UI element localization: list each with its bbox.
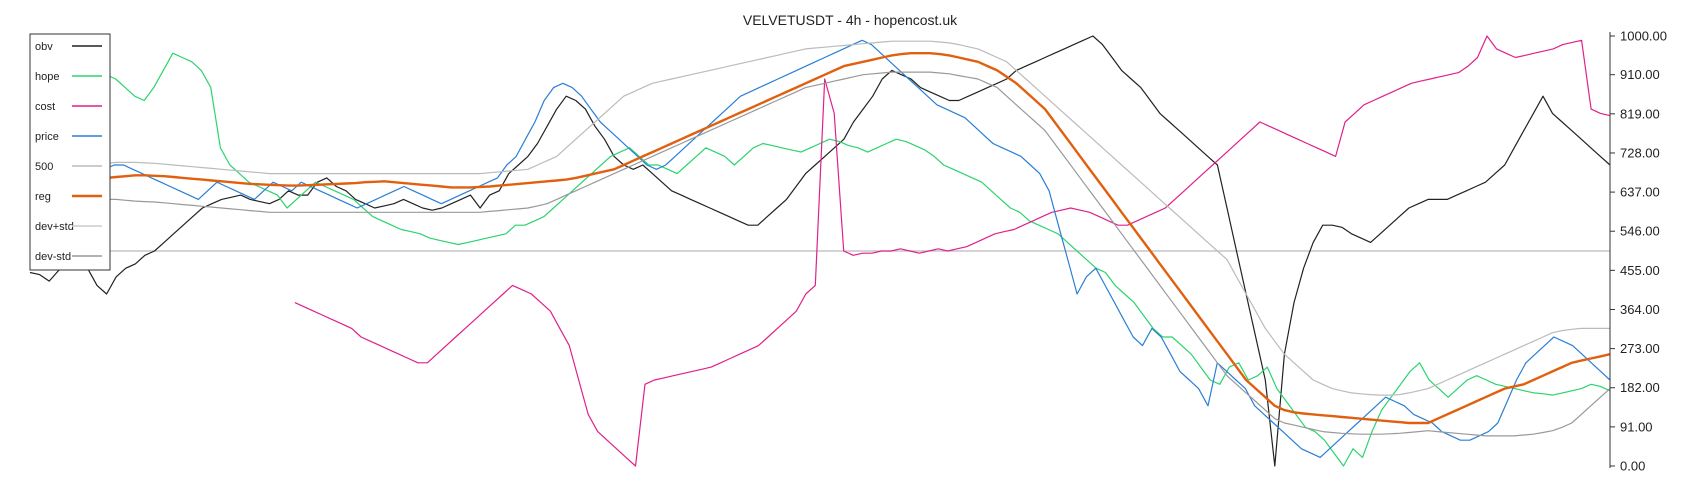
- legend-label: dev-std: [35, 251, 71, 263]
- series-line-cost: [294, 35, 1611, 467]
- y-tick-label: 91.00: [1620, 419, 1653, 434]
- legend-box: [29, 33, 111, 271]
- legend-label: 500: [35, 161, 53, 173]
- plot-area: [29, 35, 1611, 467]
- y-tick-label: 0.00: [1620, 459, 1645, 474]
- series-line-dev-std: [30, 71, 1611, 437]
- legend-label: hope: [35, 71, 59, 83]
- legend-label: cost: [35, 101, 55, 113]
- y-tick-label: 910.00: [1620, 67, 1660, 82]
- series-line-dev-std: [30, 40, 1610, 396]
- y-tick-label: 728.00: [1620, 145, 1660, 160]
- series-line-hope: [29, 52, 1611, 467]
- legend-label: reg: [35, 191, 51, 203]
- y-tick-label: 1000.00: [1620, 29, 1667, 44]
- y-tick-label: 273.00: [1620, 341, 1660, 356]
- chart-title: VELVETUSDT - 4h - hopencost.uk: [743, 12, 958, 28]
- legend-label: obv: [35, 41, 53, 53]
- y-tick-label: 637.00: [1620, 185, 1660, 200]
- y-tick-label: 182.00: [1620, 380, 1660, 395]
- y-axis: 1000.00 910.00 819.00 728.00 637.00 546.00 455…: [1609, 29, 1667, 474]
- legend-label: price: [35, 131, 59, 143]
- series-line-reg: [29, 52, 1611, 425]
- legend: obv hope cost price 500 reg dev+std dev-std: [29, 33, 111, 271]
- y-tick-label: 364.00: [1620, 302, 1660, 317]
- y-tick-label: 819.00: [1620, 106, 1660, 121]
- y-tick-label: 546.00: [1620, 224, 1660, 239]
- y-tick-label: 455.00: [1620, 263, 1660, 278]
- legend-label: dev+std: [35, 221, 74, 233]
- series-line-obv: [29, 35, 1611, 467]
